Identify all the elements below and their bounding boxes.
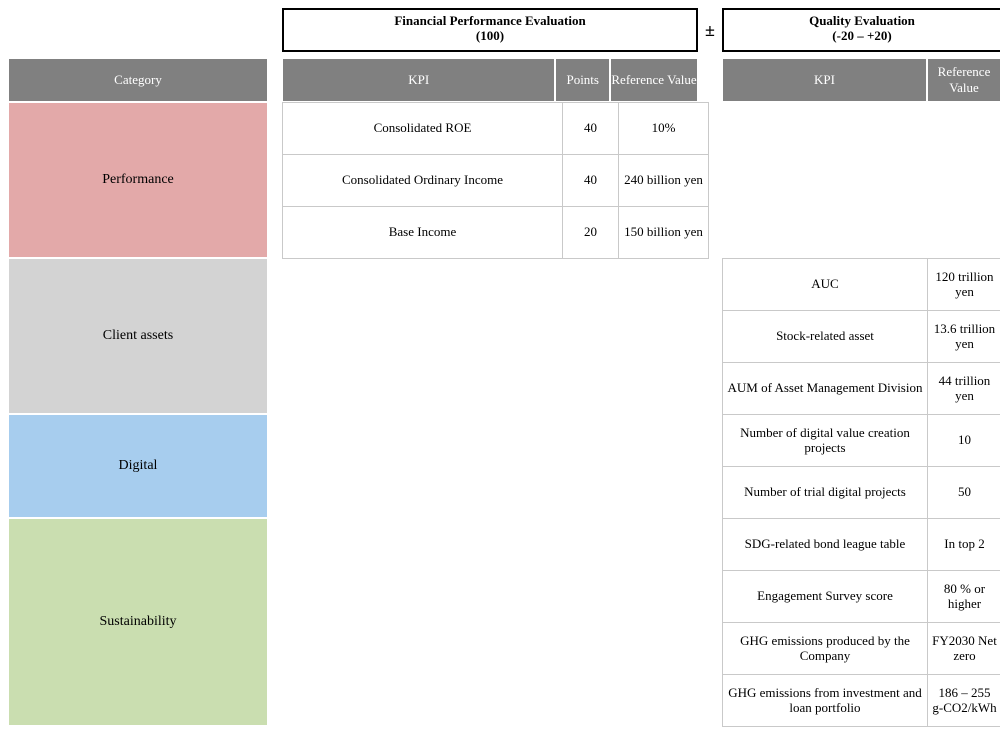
q-ref-cell: 186 – 255 g-CO2/kWh	[928, 675, 1000, 727]
table-row: AUM of Asset Management Division44 trill…	[723, 363, 1000, 415]
q-ref-cell: 13.6 trillion yen	[928, 311, 1000, 363]
fin-points-cell: 20	[563, 207, 619, 259]
quality-column: Quality Evaluation (-20 – +20) KPI Refer…	[722, 8, 1000, 727]
connector-column: ±	[698, 8, 722, 727]
fin-kpi-cell: Base Income	[283, 207, 563, 259]
q-kpi-cell: Engagement Survey score	[723, 571, 928, 623]
financial-column: Financial Performance Evaluation (100) K…	[268, 8, 698, 727]
table-row: SDG-related bond league tableIn top 2	[723, 519, 1000, 571]
q-kpi-cell: AUM of Asset Management Division	[723, 363, 928, 415]
category-header: Category	[8, 58, 268, 102]
financial-title-l2: (100)	[284, 29, 696, 44]
q-ref-cell: In top 2	[928, 519, 1000, 571]
fin-points-cell: 40	[563, 155, 619, 207]
q-kpi-cell: GHG emissions produced by the Company	[723, 623, 928, 675]
evaluation-grid: Category Performance Client assets Digit…	[8, 8, 992, 727]
quality-ref-header: Reference Value	[927, 58, 1000, 102]
financial-title-l1: Financial Performance Evaluation	[284, 14, 696, 29]
table-row: Base Income20150 billion yen	[283, 207, 709, 259]
q-ref-cell: 44 trillion yen	[928, 363, 1000, 415]
financial-header-row: KPI Points Reference Value	[282, 58, 698, 102]
table-row: Consolidated ROE4010%	[283, 103, 709, 155]
financial-points-header: Points	[555, 58, 610, 102]
category-client-assets: Client assets	[8, 258, 268, 414]
financial-title: Financial Performance Evaluation (100)	[282, 8, 698, 52]
table-row: AUC120 trillion yen	[723, 259, 1000, 311]
fin-kpi-cell: Consolidated ROE	[283, 103, 563, 155]
fin-ref-cell: 150 billion yen	[619, 207, 709, 259]
q-kpi-cell: SDG-related bond league table	[723, 519, 928, 571]
financial-ref-header: Reference Value	[610, 58, 698, 102]
q-ref-cell: 80 % or higher	[928, 571, 1000, 623]
financial-kpi-header: KPI	[282, 58, 555, 102]
fin-ref-cell: 240 billion yen	[619, 155, 709, 207]
fin-ref-cell: 10%	[619, 103, 709, 155]
table-row: Stock-related asset13.6 trillion yen	[723, 311, 1000, 363]
q-ref-cell: 10	[928, 415, 1000, 467]
quality-title: Quality Evaluation (-20 – +20)	[722, 8, 1000, 52]
fin-points-cell: 40	[563, 103, 619, 155]
plus-minus-symbol: ±	[698, 8, 722, 52]
spacer	[8, 8, 268, 58]
category-digital: Digital	[8, 414, 268, 518]
q-kpi-cell: Stock-related asset	[723, 311, 928, 363]
spacer	[722, 102, 1000, 258]
quality-kpi-header: KPI	[722, 58, 927, 102]
category-column: Category Performance Client assets Digit…	[8, 8, 268, 727]
quality-header-row: KPI Reference Value	[722, 58, 1000, 102]
q-ref-cell: 120 trillion yen	[928, 259, 1000, 311]
table-row: GHG emissions produced by the CompanyFY2…	[723, 623, 1000, 675]
q-ref-cell: 50	[928, 467, 1000, 519]
quality-title-l1: Quality Evaluation	[724, 14, 1000, 29]
category-sustainability: Sustainability	[8, 518, 268, 726]
table-row: Engagement Survey score80 % or higher	[723, 571, 1000, 623]
financial-table: Consolidated ROE4010%Consolidated Ordina…	[282, 102, 709, 259]
spacer	[282, 259, 698, 727]
q-kpi-cell: AUC	[723, 259, 928, 311]
quality-title-l2: (-20 – +20)	[724, 29, 1000, 44]
fin-kpi-cell: Consolidated Ordinary Income	[283, 155, 563, 207]
table-row: Number of digital value creation project…	[723, 415, 1000, 467]
quality-table: AUC120 trillion yenStock-related asset13…	[722, 258, 1000, 727]
table-row: Number of trial digital projects50	[723, 467, 1000, 519]
q-kpi-cell: Number of digital value creation project…	[723, 415, 928, 467]
table-row: Consolidated Ordinary Income40240 billio…	[283, 155, 709, 207]
q-ref-cell: FY2030 Net zero	[928, 623, 1000, 675]
q-kpi-cell: GHG emissions from investment and loan p…	[723, 675, 928, 727]
q-kpi-cell: Number of trial digital projects	[723, 467, 928, 519]
table-row: GHG emissions from investment and loan p…	[723, 675, 1000, 727]
category-performance: Performance	[8, 102, 268, 258]
